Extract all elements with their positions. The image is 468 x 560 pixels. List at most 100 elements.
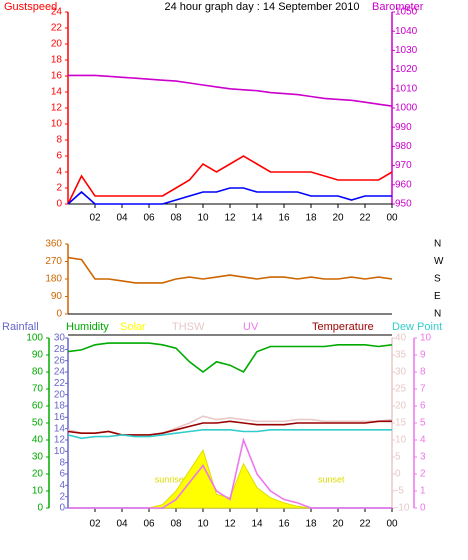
x-tick-label: 14 [251,213,263,224]
y-tick-label: 960 [395,179,412,190]
y-tick-label: 10 [420,333,432,344]
y-tick-label: 80 [32,367,44,378]
x-tick-label: 04 [116,519,128,530]
y-tick-label: 30 [54,333,66,344]
y-tick-label: 8 [420,367,426,378]
y-tick-label: 6 [56,151,62,162]
line [67,155,393,205]
y-tick-label: 1000 [395,103,418,114]
y-tick-label: 10 [32,486,44,497]
x-tick-label: 02 [89,519,101,530]
y-tick-label: 70 [32,384,44,395]
y-tick-label: 10 [395,435,407,446]
line [67,187,392,205]
y-tick-label: 6 [59,469,65,480]
y-tick-label: 6 [420,401,426,412]
y-tick-label: -5 [395,486,404,497]
y-tick-label: 20 [32,469,44,480]
y-tick-label: 10 [54,446,66,457]
x-tick-label: 16 [278,213,290,224]
x-tick-label: 00 [386,519,398,530]
x-tick-label: 18 [305,519,317,530]
y-tick-label: 2 [56,183,62,194]
y-tick-label: 9 [420,350,426,361]
x-tick-label: 06 [143,519,155,530]
y-tick-label: 30 [395,367,407,378]
y-tick-label: 50 [32,418,44,429]
x-tick-label: 20 [332,519,344,530]
x-tick-label: 08 [170,519,182,530]
legend-label: Humidity [66,321,109,333]
x-tick-label: 04 [116,213,128,224]
y-tick-label: 25 [395,384,407,395]
y-tick-label: 100 [26,333,43,344]
line [67,342,393,374]
y-tick-label: 980 [395,141,412,152]
x-tick-label: 12 [224,213,236,224]
y-tick-label: 270 [45,256,62,267]
x-tick-label: 22 [359,519,371,530]
axis-title: Gustspeed [4,1,57,13]
x-tick-label: 18 [305,213,317,224]
y-tick-label: 0 [37,503,43,514]
x-tick-label: 10 [197,519,209,530]
y-tick-label: 18 [51,55,63,66]
legend-label: THSW [172,321,205,333]
y-tick-label: 30 [32,452,44,463]
line [67,415,393,436]
annotation: sunrise [155,474,184,484]
legend-label: Rainfall [2,321,39,333]
annotation: sunset [318,474,345,484]
chart-title: 24 hour graph day : 14 September 2010 [164,1,359,13]
y-tick-label: 1040 [395,26,418,37]
line [67,256,393,284]
x-tick-label: 12 [224,519,236,530]
y-tick-label: 4 [56,167,62,178]
y-tick-label: 1050 [395,7,418,18]
x-tick-label: 14 [251,519,263,530]
line [68,437,392,509]
x-tick-label: 20 [332,213,344,224]
y-tick-label: 950 [395,199,412,210]
y-tick-label: 35 [395,350,407,361]
line [67,429,392,440]
y-tick-label: 8 [59,457,65,468]
axis-title: Barometer [372,1,424,13]
y-tick-label: -10 [395,503,410,514]
y-tick-label: 970 [395,160,412,171]
y-tick-label: 40 [395,333,407,344]
x-tick-label: 08 [170,213,182,224]
y-tick-label: 0 [56,199,62,210]
y-tick-label: 4 [420,435,426,446]
x-tick-label: 16 [278,519,290,530]
y-tick-label: 2 [59,491,65,502]
y-tick-label: 90 [32,350,44,361]
y-tick-label: 360 [45,239,62,250]
x-tick-label: 06 [143,213,155,224]
y-tick-label: 22 [54,378,66,389]
y-tick-label: 40 [32,435,44,446]
y-tick-label: 4 [59,480,65,491]
y-tick-label: S [434,274,441,285]
y-tick-label: 0 [59,503,65,514]
y-tick-label: 3 [420,452,426,463]
y-tick-label: 8 [56,135,62,146]
y-tick-label: 5 [395,452,401,463]
x-tick-label: 02 [89,213,101,224]
y-tick-label: 7 [420,384,426,395]
y-tick-label: 180 [45,274,62,285]
x-tick-label: 10 [197,213,209,224]
y-tick-label: W [434,256,444,267]
y-tick-label: 0 [56,309,62,320]
y-tick-label: 18 [54,401,66,412]
legend-label: Solar [120,321,146,333]
y-tick-label: N [434,309,441,320]
y-tick-label: 24 [54,367,66,378]
y-tick-label: 0 [395,469,401,480]
y-tick-label: 14 [54,423,66,434]
x-tick-label: 00 [386,213,398,224]
y-tick-label: 1010 [395,83,418,94]
y-tick-label: 5 [420,418,426,429]
y-tick-label: 14 [51,87,63,98]
